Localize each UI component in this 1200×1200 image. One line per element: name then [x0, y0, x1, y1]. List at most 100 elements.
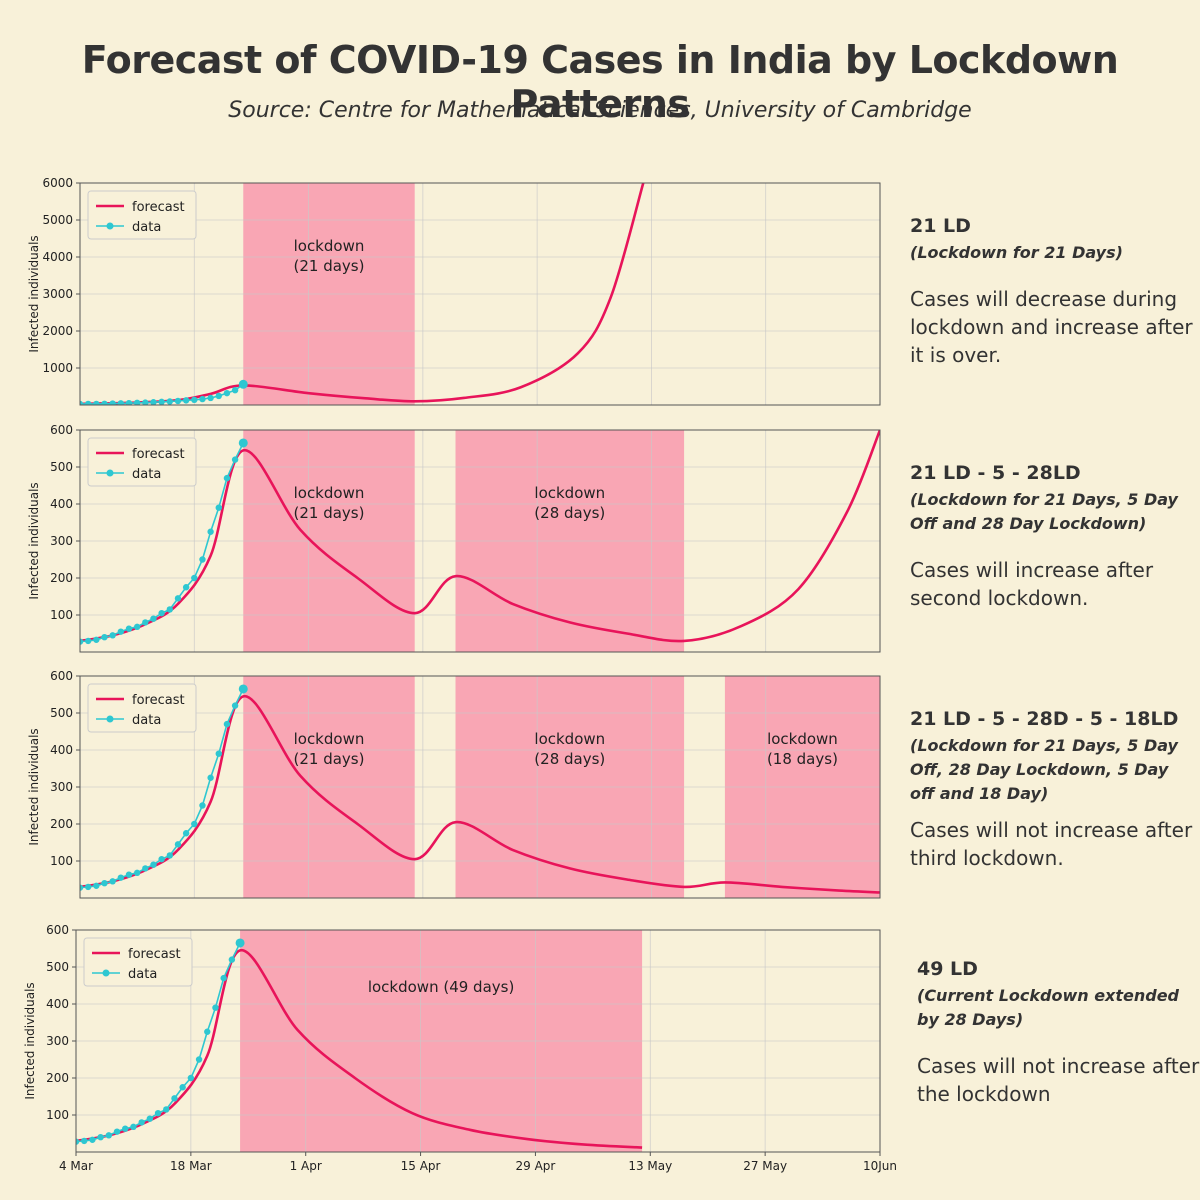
chart-21ld-5-28ld: lockdown (21 days) lockdown (28 days) 100 200… [27, 423, 881, 653]
scenario-description: (Current Lockdown extended by 28 Days) [917, 986, 1180, 1029]
data-point [195, 1056, 203, 1063]
y-tick-label: 2000 [42, 324, 73, 338]
data-point [182, 584, 190, 591]
y-axis-label: Infected individuals [23, 982, 37, 1099]
data-point [182, 397, 190, 404]
y-tick-label: 6000 [42, 176, 73, 190]
data-point [109, 878, 116, 885]
lockdown-label: (21 days) [293, 257, 364, 275]
y-tick-label: 400 [46, 997, 69, 1011]
legend-data-label: data [132, 220, 161, 235]
data-point [150, 861, 157, 868]
data-point [142, 865, 149, 872]
data-point [199, 395, 206, 403]
legend-box [83, 937, 193, 987]
data-point [133, 399, 141, 405]
legend-box [87, 683, 197, 733]
legend-forecast-label: forecast [132, 693, 185, 708]
data-point [171, 1095, 178, 1102]
data-point [223, 474, 231, 482]
data-point [223, 389, 231, 397]
data-point [191, 820, 198, 828]
data-point [117, 874, 125, 881]
panel-description-3: 21 LD - 5 - 28D - 5 - 18LD (Lockdown for… [910, 708, 1195, 872]
data-point [81, 1137, 88, 1145]
x-tick-label: 18 Mar [170, 1159, 212, 1173]
data-point [125, 625, 133, 632]
scenario-code: 49 LD [917, 958, 978, 980]
y-tick-label: 400 [50, 743, 73, 757]
data-point [89, 1136, 96, 1143]
data-point [101, 880, 108, 887]
data-point [163, 1106, 170, 1113]
y-tick-label: 600 [46, 923, 69, 937]
y-tick-label: 200 [50, 571, 73, 585]
x-tick-label: 29 Apr [516, 1159, 556, 1173]
data-point [174, 595, 182, 602]
data-point [93, 882, 100, 889]
x-tick-label: 1 Apr [290, 1159, 322, 1173]
data-point [182, 830, 190, 837]
data-point [179, 1084, 186, 1091]
y-axis-label: Infected individuals [27, 728, 41, 845]
data-point [158, 398, 165, 405]
lockdown-label: (18 days) [767, 750, 838, 768]
y-tick-label: 4000 [42, 250, 73, 264]
legend-data-label: data [128, 967, 157, 982]
forecast-line [80, 695, 880, 894]
data-point [122, 1125, 129, 1132]
data-point [101, 634, 108, 641]
forecast-line [80, 430, 880, 643]
legend-data-marker [106, 469, 114, 477]
data-point [215, 504, 222, 511]
lockdown-label: lockdown [767, 730, 838, 748]
data-point [84, 400, 92, 405]
legend-data-marker [106, 715, 114, 723]
y-tick-label: 200 [46, 1071, 69, 1085]
y-axis-label: Infected individuals [27, 482, 41, 599]
data-point [150, 615, 157, 622]
y-tick-label: 300 [50, 780, 73, 794]
y-tick-label: 300 [46, 1034, 69, 1048]
data-point [150, 399, 157, 405]
legend-forecast-label: forecast [132, 200, 185, 215]
lockdown-label: lockdown [534, 484, 605, 502]
panel-description-4: 49 LD (Current Lockdown extended by 28 D… [917, 958, 1200, 1108]
data-point [80, 400, 84, 405]
data-point [84, 637, 92, 645]
data-point [80, 638, 84, 645]
lockdown-label: lockdown [294, 484, 365, 502]
data-point [125, 399, 133, 405]
chart-21ld-5-28d-5-18ld: lockdown (21 days) lockdown (28 days) lockdo… [27, 669, 881, 899]
data-point [142, 399, 149, 405]
data-point [238, 684, 248, 694]
scenario-note: Cases will decrease during lockdown and … [910, 287, 1193, 367]
x-tick-label: 15 Apr [401, 1159, 441, 1173]
scenario-note: Cases will not increase after third lock… [910, 818, 1193, 870]
chart-49ld: lockdown (49 days) 100 200 300 400 500 600 Infe… [23, 923, 897, 1173]
data-point [158, 609, 165, 617]
scenario-description: (Lockdown for 21 Days, 5 Day Off, 28 Day… [910, 736, 1178, 803]
data-point [105, 1132, 113, 1139]
lockdown-label: lockdown (49 days) [368, 978, 514, 996]
scenario-description: (Lockdown for 21 Days) [910, 243, 1123, 262]
lockdown-label: lockdown [294, 730, 365, 748]
legend-forecast-label: forecast [132, 447, 185, 462]
legend-data-marker [106, 222, 114, 230]
data-point [231, 456, 239, 463]
y-tick-label: 100 [50, 608, 73, 622]
data-point [238, 379, 248, 389]
lockdown-label: (28 days) [534, 750, 605, 768]
data-point [238, 438, 248, 448]
y-tick-label: 600 [50, 423, 73, 437]
data-point [158, 855, 165, 863]
y-tick-label: 500 [50, 706, 73, 720]
data-point [204, 1028, 211, 1035]
data-point [93, 400, 100, 405]
data-point [80, 884, 84, 891]
data-point [109, 632, 116, 639]
data-point [117, 628, 125, 635]
scenario-description: (Lockdown for 21 Days, 5 Day Off and 28 … [910, 490, 1178, 533]
x-tick-label: 27 May [743, 1159, 787, 1173]
scenario-code: 21 LD - 5 - 28D - 5 - 18LD [910, 708, 1179, 730]
